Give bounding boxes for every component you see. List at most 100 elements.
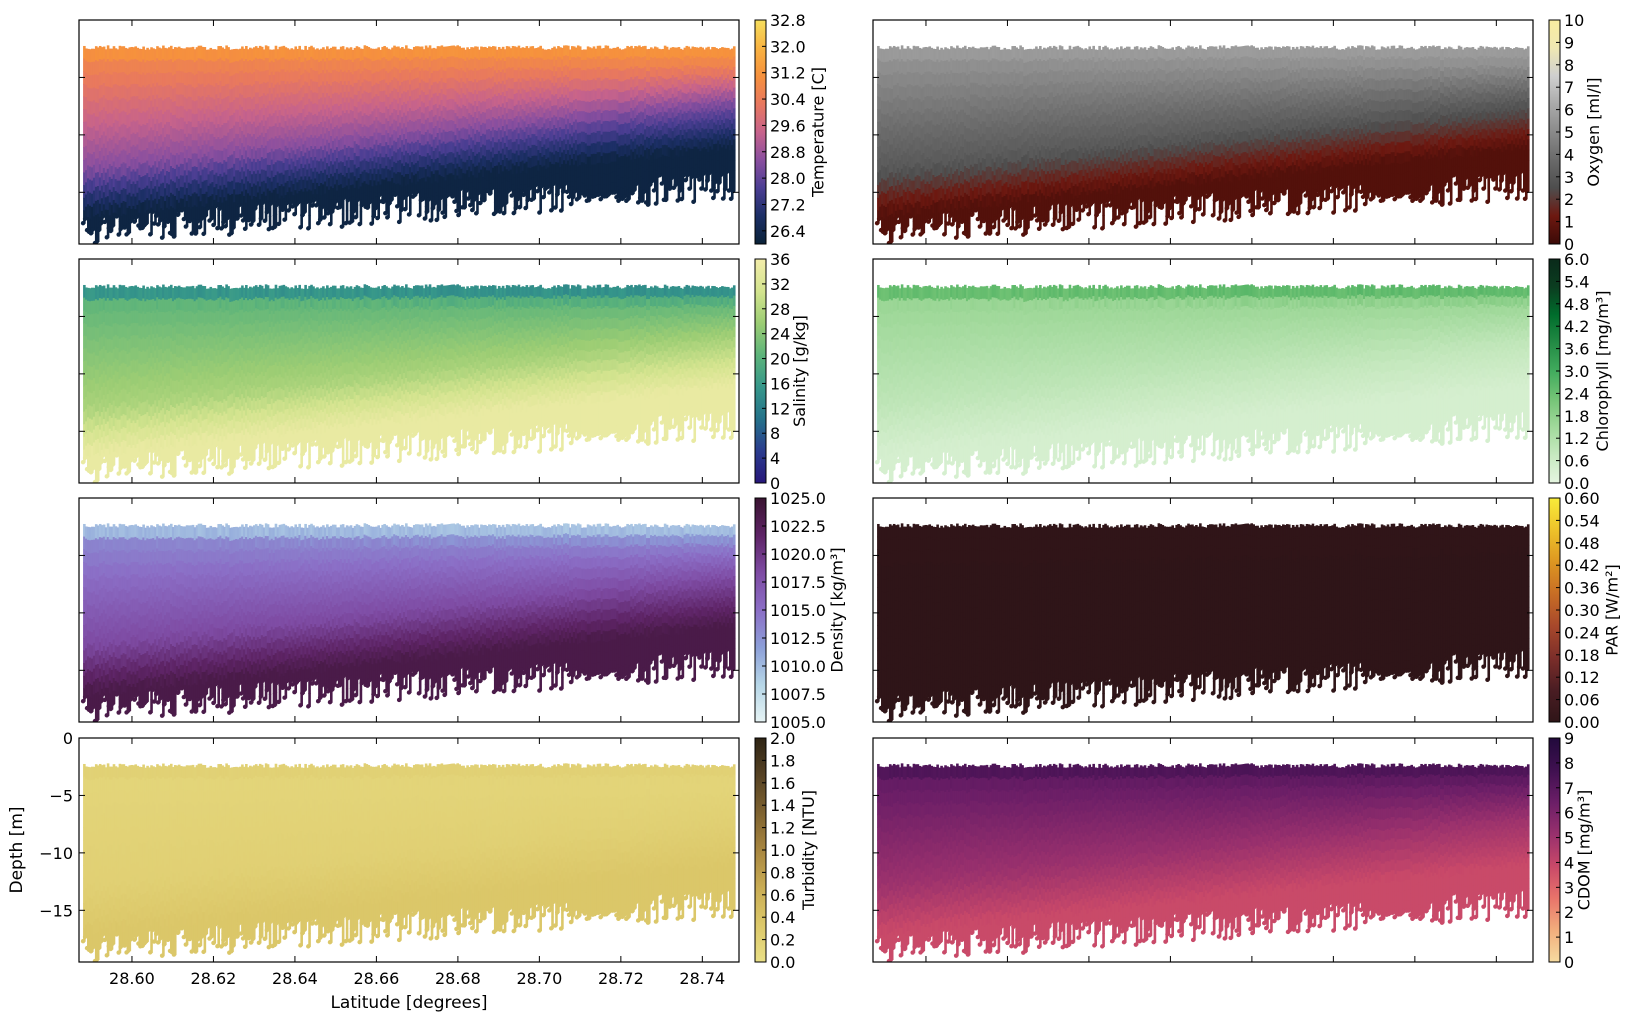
x-tick-label: 28.70 xyxy=(516,969,562,988)
colorbar-tick-label: 24 xyxy=(770,325,790,344)
y-tick-label: 0 xyxy=(63,729,73,748)
y-axis-label: Depth [m] xyxy=(7,806,27,893)
scatter-points-turbidity xyxy=(80,763,736,962)
colorbar-tick-label: 2.0 xyxy=(770,729,795,748)
colorbar-tick-label: 12 xyxy=(770,399,790,418)
colorbar-tick-label: 27.2 xyxy=(770,195,806,214)
colorbar-tick-label: 0.42 xyxy=(1564,556,1600,575)
colorbar-tick-label: 3 xyxy=(1564,168,1574,187)
colorbar-tick-label: 1.2 xyxy=(770,819,795,838)
colorbar-tick-label: 0.6 xyxy=(1564,452,1589,471)
colorbar-tick-label: 10 xyxy=(1564,11,1584,30)
colorbar-tick-label: 1010.0 xyxy=(770,657,826,676)
colorbar-tick-label: 1.8 xyxy=(770,751,795,770)
colorbar-tick-label: 2 xyxy=(1564,903,1574,922)
colorbar-tick-label: 3.6 xyxy=(1564,340,1589,359)
colorbar-tick-label: 1005.0 xyxy=(770,713,826,732)
colorbar-tick-label: 0.30 xyxy=(1564,601,1600,620)
colorbar-tick-label: 4.8 xyxy=(1564,295,1589,314)
colorbar-tick-label: 26.4 xyxy=(770,222,806,241)
plot-frame xyxy=(872,258,1534,484)
colorbar-tick-label: 30.4 xyxy=(770,90,806,109)
colorbar-tick-label: 0 xyxy=(1564,953,1574,972)
colorbar-tick-label: 1.2 xyxy=(1564,429,1589,448)
colorbar-tick-label: 9 xyxy=(1564,729,1574,748)
scatter-points-cdom xyxy=(874,763,1530,962)
colorbar-label: Turbidity [NTU] xyxy=(799,790,818,911)
colorbar-tick-label: 2 xyxy=(1564,190,1574,209)
scatter-points-salinity xyxy=(80,284,736,483)
panel-oxygen: 0 1 2 3 4 5 6 7 8 9 10 Oxygen [ml/l] xyxy=(872,11,1603,254)
colorbar-tick-label: 8 xyxy=(1564,56,1574,75)
colorbar-tick-label: 0.0 xyxy=(770,953,795,972)
colorbar-cdom xyxy=(1548,737,1561,963)
colorbar-tick-label: 0.36 xyxy=(1564,579,1600,598)
colorbar-tick-label: 32 xyxy=(770,275,790,294)
colorbar-tick-label: 1025.0 xyxy=(770,489,826,508)
x-tick-label: 28.64 xyxy=(272,969,318,988)
y-tick-label: −15 xyxy=(39,901,73,920)
colorbar-tick-label: 7 xyxy=(1564,779,1574,798)
colorbar-tick-label: 1017.5 xyxy=(770,573,826,592)
colorbar-tick-label: 0 xyxy=(770,474,780,493)
colorbar-tick-label: 0.54 xyxy=(1564,511,1600,530)
colorbar-tick-label: 16 xyxy=(770,374,790,393)
colorbar-tick-label: 0.18 xyxy=(1564,646,1600,665)
plot-frame xyxy=(872,19,1534,245)
plot-frame xyxy=(872,497,1534,723)
colorbar-tick-label: 32.8 xyxy=(770,11,806,30)
colorbar-tick-label: 7 xyxy=(1564,78,1574,97)
colorbar-tick-label: 0 xyxy=(1564,235,1574,254)
colorbar-tick-label: 1022.5 xyxy=(770,517,826,536)
colorbar-tick-label: 36 xyxy=(770,250,790,269)
panel-par: 0.00 0.06 0.12 0.18 0.24 0.30 0.36 0.42 0.48 0.54… xyxy=(872,489,1622,732)
colorbar-tick-label: 0.48 xyxy=(1564,534,1600,553)
colorbar-tick-label: 6 xyxy=(1564,804,1574,823)
colorbar-tick-label: 0.12 xyxy=(1564,668,1600,687)
plot-frame xyxy=(78,497,740,723)
colorbar-tick-label: 6 xyxy=(1564,101,1574,120)
colorbar-tick-label: 0.00 xyxy=(1564,713,1600,732)
colorbar-tick-label: 31.2 xyxy=(770,64,806,83)
colorbar-label: Temperature [C] xyxy=(809,67,828,198)
scatter-points-temperature xyxy=(80,45,736,244)
colorbar-tick-label: 1007.5 xyxy=(770,685,826,704)
colorbar-tick-label: 5 xyxy=(1564,123,1574,142)
colorbar-temperature xyxy=(754,19,767,245)
x-tick-label: 28.66 xyxy=(354,969,400,988)
colorbar-tick-label: 28.0 xyxy=(770,169,806,188)
plot-frame xyxy=(872,737,1534,963)
colorbar-label: Density [kg/m³] xyxy=(827,547,846,672)
scatter-points-oxygen xyxy=(874,45,1530,244)
colorbar-tick-label: 0.60 xyxy=(1564,489,1600,508)
colorbar-tick-label: 0.0 xyxy=(1564,474,1589,493)
colorbar-label: CDOM [mg/m³] xyxy=(1574,790,1593,911)
colorbar-tick-label: 0.24 xyxy=(1564,623,1600,642)
colorbar-tick-label: 32.0 xyxy=(770,37,806,56)
scatter-points-chlorophyll xyxy=(874,284,1530,483)
panel-chlorophyll: 0.0 0.6 1.2 1.8 2.4 3.0 3.6 4.2 4.8 5.4 6.0 Chlorop… xyxy=(872,250,1612,493)
colorbar-tick-label: 8 xyxy=(770,424,780,443)
colorbar-tick-label: 20 xyxy=(770,350,790,369)
colorbar-tick-label: 1015.0 xyxy=(770,601,826,620)
colorbar-tick-label: 1 xyxy=(1564,213,1574,232)
colorbar-tick-label: 2.4 xyxy=(1564,384,1589,403)
colorbar-tick-label: 1 xyxy=(1564,928,1574,947)
colorbar-label: Chlorophyll [mg/m³] xyxy=(1593,291,1612,452)
colorbar-salinity xyxy=(754,258,767,484)
colorbar-tick-label: 4.2 xyxy=(1564,317,1589,336)
x-tick-label: 28.68 xyxy=(435,969,481,988)
panel-salinity: 0 4 8 12 16 20 24 28 32 36 Salinity [g/kg] xyxy=(78,250,809,493)
colorbar-tick-label: 9 xyxy=(1564,33,1574,52)
colorbar-label: Salinity [g/kg] xyxy=(790,315,809,427)
colorbar-tick-label: 0.6 xyxy=(770,886,795,905)
x-tick-label: 28.60 xyxy=(109,969,155,988)
colorbar-tick-label: 1020.0 xyxy=(770,545,826,564)
colorbar-tick-label: 4 xyxy=(1564,145,1574,164)
colorbar-tick-label: 4 xyxy=(770,449,780,468)
x-tick-label: 28.72 xyxy=(598,969,644,988)
panel-temperature: 26.4 27.2 28.0 28.8 29.6 30.4 31.2 32.0 32.8 Temp… xyxy=(78,11,828,245)
colorbar-tick-label: 28.8 xyxy=(770,143,806,162)
plot-frame xyxy=(78,19,740,245)
